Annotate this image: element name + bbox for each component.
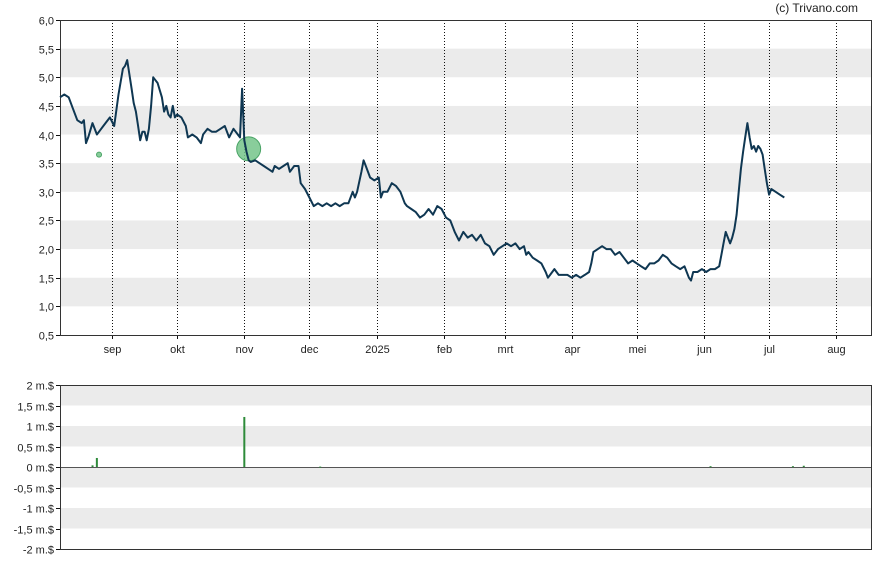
volume-band: [60, 508, 871, 529]
y-tick-label: 3,0: [39, 188, 54, 200]
volume-y-tick-label: 1,5 m.$: [17, 402, 54, 414]
volume-y-tick-label: -1 m.$: [23, 504, 54, 516]
x-tick-label: jun: [696, 344, 712, 356]
x-tick-label: aug: [827, 344, 845, 356]
x-tick-label: sep: [104, 344, 122, 356]
y-tick-label: 2,5: [39, 216, 54, 228]
volume-y-tick-label: 2 m.$: [26, 381, 54, 393]
copyright-label: (c) Trivano.com: [775, 1, 858, 15]
volume-band: [60, 467, 871, 488]
volume-bar: [319, 466, 322, 468]
y-tick-label: 4,5: [39, 102, 54, 114]
price-plot-frame: [60, 20, 872, 336]
x-tick-label: 2025: [365, 344, 389, 356]
volume-y-tick-label: -0,5 m.$: [14, 484, 54, 496]
x-tick-label: mrt: [498, 344, 514, 356]
volume-bar: [709, 466, 712, 468]
volume-bar: [95, 457, 98, 467]
price-band: [60, 277, 871, 307]
price-band: [60, 48, 871, 78]
x-tick-label: nov: [236, 344, 254, 356]
y-tick-label: 1,0: [39, 302, 54, 314]
x-tick-label: okt: [170, 344, 185, 356]
x-tick-label: jul: [763, 344, 775, 356]
y-tick-label: 6,0: [39, 16, 54, 28]
price-band: [60, 163, 871, 192]
volume-y-tick-label: 0 m.$: [26, 463, 54, 475]
price-line: [59, 59, 785, 282]
volume-y-tick-label: 0,5 m.$: [17, 443, 54, 455]
y-tick-label: 5,0: [39, 73, 54, 85]
volume-bar: [791, 466, 794, 468]
volume-plot-frame: [60, 385, 872, 550]
volume-bar: [243, 416, 246, 467]
y-tick-label: 3,5: [39, 159, 54, 171]
volume-bar: [91, 465, 94, 467]
x-tick-label: dec: [301, 344, 319, 356]
volume-band: [60, 385, 871, 406]
y-tick-label: 1,5: [39, 274, 54, 286]
volume-y-tick-label: -2 m.$: [23, 545, 54, 557]
y-tick-label: 2,0: [39, 245, 54, 257]
volume-bar: [802, 465, 805, 467]
x-tick-label: feb: [437, 344, 452, 356]
y-tick-label: 5,5: [39, 45, 54, 57]
x-tick-label: mei: [629, 344, 647, 356]
volume-y-tick-label: -1,5 m.$: [14, 525, 54, 537]
x-tick-label: apr: [565, 344, 581, 356]
y-tick-label: 4,0: [39, 131, 54, 143]
price-band: [60, 105, 871, 135]
volume-y-tick-label: 1 m.$: [26, 422, 54, 434]
event-marker: [96, 151, 103, 158]
volume-band: [60, 426, 871, 447]
y-tick-label: 0,5: [39, 331, 54, 343]
